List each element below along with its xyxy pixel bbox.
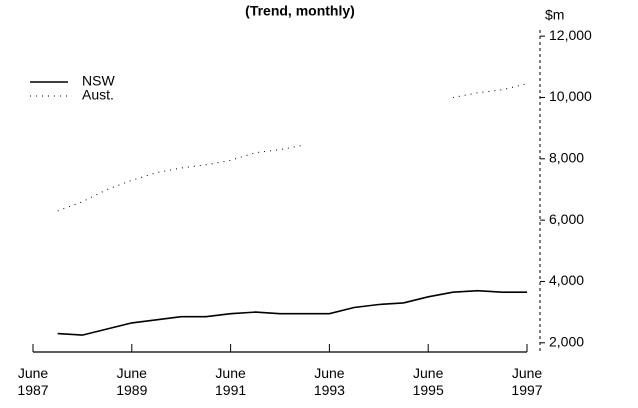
- y-tick-label: 8,000: [549, 150, 584, 166]
- chart-title: (Trend, monthly): [245, 3, 355, 19]
- y-unit: $m: [545, 7, 564, 23]
- y-tick-label: 4,000: [549, 272, 584, 288]
- y-tick-label: 10,000: [549, 88, 592, 104]
- x-tick-label: June 1991: [215, 365, 246, 398]
- y-tick-label: 6,000: [549, 211, 584, 227]
- x-tick-label: June 1997: [511, 365, 542, 398]
- y-tick-label: 12,000: [549, 27, 592, 43]
- x-tick-label: June 1987: [17, 365, 48, 398]
- series-line: [57, 289, 527, 336]
- x-tick-label: June 1989: [116, 365, 147, 398]
- x-tick-label: June 1995: [413, 365, 444, 398]
- legend-label: Aust.: [82, 87, 114, 103]
- y-tick-label: 2,000: [549, 334, 584, 350]
- legend-label: NSW: [82, 73, 115, 89]
- series-line: [57, 83, 528, 212]
- x-tick-label: June 1993: [314, 365, 345, 398]
